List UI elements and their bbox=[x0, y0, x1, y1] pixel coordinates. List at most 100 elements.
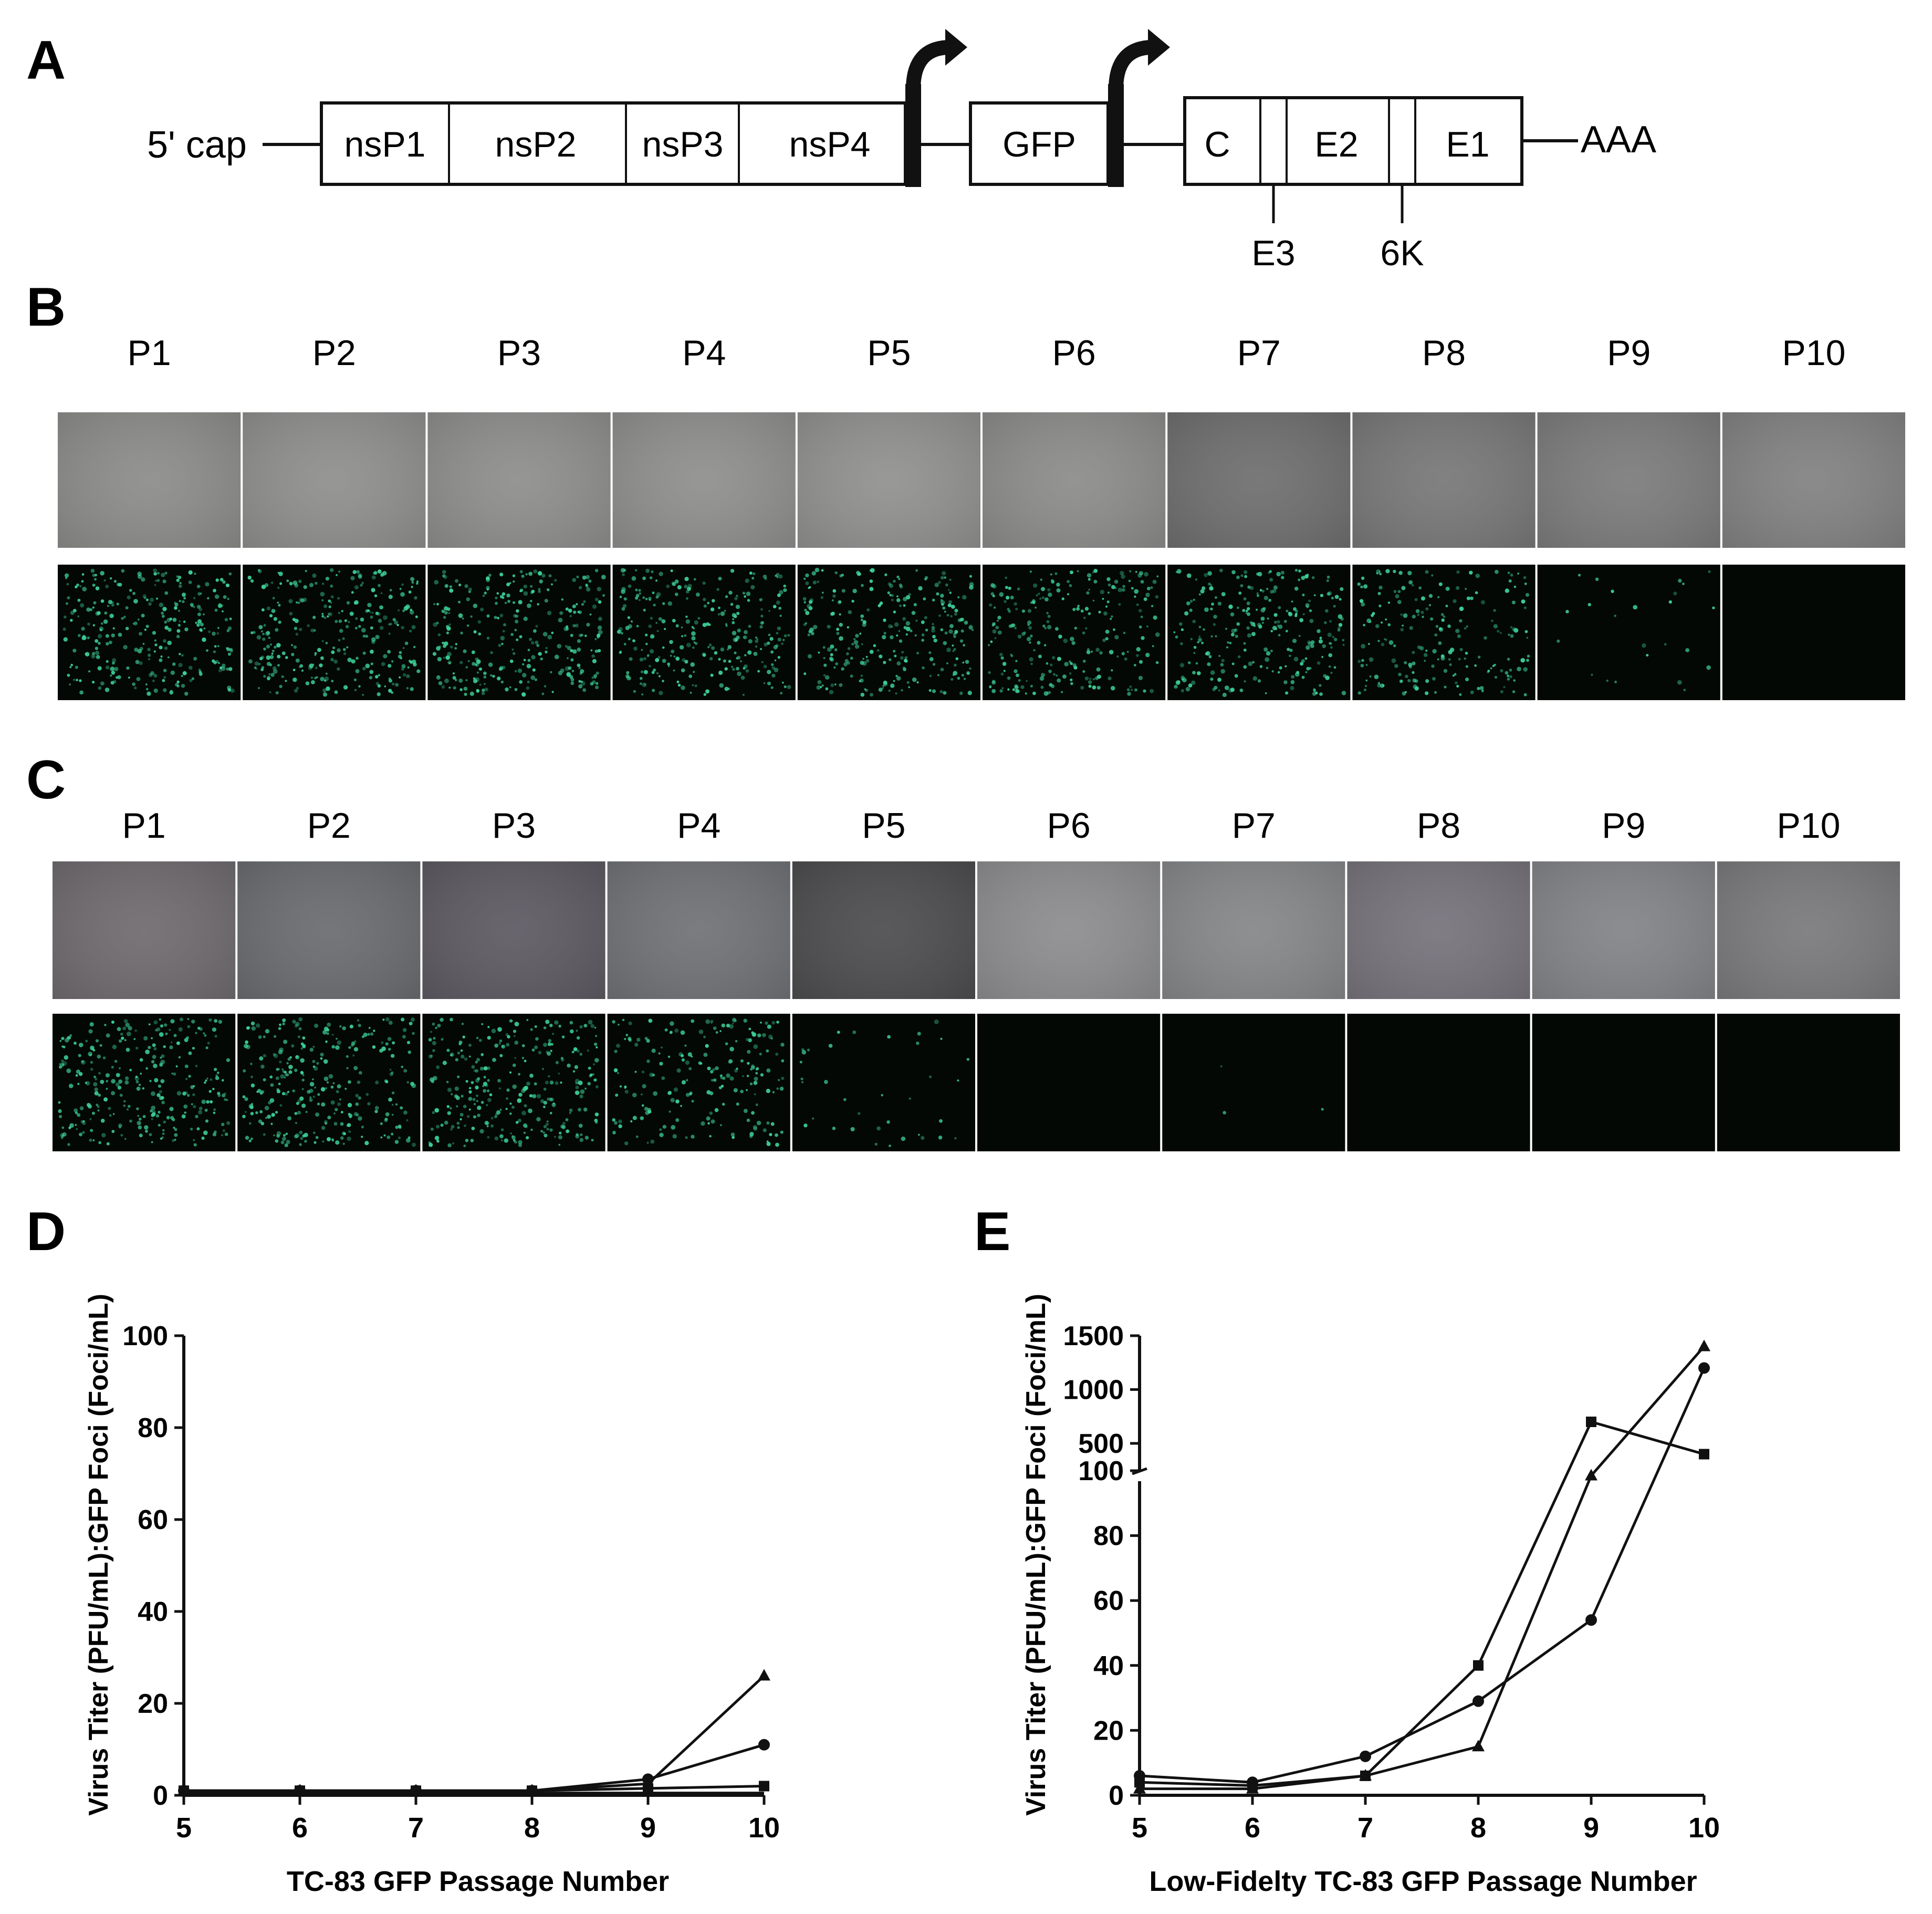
gfp-focus bbox=[729, 1076, 734, 1081]
gfp-focus bbox=[843, 662, 848, 667]
gfp-focus bbox=[455, 643, 457, 646]
gfp-focus bbox=[1435, 625, 1439, 628]
gfp-focus bbox=[883, 618, 886, 622]
gfp-focus bbox=[932, 689, 936, 693]
gfp-focus bbox=[379, 605, 383, 610]
gfp-focus bbox=[537, 571, 542, 576]
gfp-focus bbox=[523, 1123, 528, 1128]
gfp-focus bbox=[626, 676, 631, 681]
gfp-focus bbox=[903, 604, 906, 607]
gfp-focus bbox=[881, 1094, 883, 1097]
gfp-focus bbox=[703, 604, 707, 608]
gfp-focus bbox=[1280, 570, 1284, 575]
gfp-focus bbox=[1328, 653, 1333, 658]
gfp-focus bbox=[132, 622, 135, 625]
gfp-focus bbox=[468, 1087, 472, 1089]
gfp-focus bbox=[540, 1130, 543, 1133]
fluorescence-image bbox=[237, 1014, 421, 1151]
gfp-focus bbox=[192, 1093, 195, 1096]
gfp-focus bbox=[861, 584, 864, 587]
gfp-focus bbox=[275, 1111, 278, 1114]
gfp-focus bbox=[287, 1116, 291, 1121]
gfp-focus bbox=[271, 650, 275, 652]
gfp-focus bbox=[640, 1116, 644, 1120]
gfp-focus bbox=[527, 680, 530, 683]
gfp-focus bbox=[569, 1112, 571, 1114]
gfp-focus bbox=[1398, 570, 1403, 575]
gfp-focus bbox=[184, 1111, 186, 1114]
gfp-focus bbox=[585, 575, 590, 579]
gfp-focus bbox=[598, 600, 602, 604]
gfp-focus bbox=[992, 622, 996, 626]
gfp-focus bbox=[710, 607, 715, 611]
gfp-focus bbox=[218, 1020, 223, 1024]
gfp-focus bbox=[459, 688, 463, 691]
gfp-focus bbox=[639, 592, 641, 595]
gfp-focus bbox=[154, 639, 156, 642]
gfp-focus bbox=[354, 600, 359, 605]
gfp-focus bbox=[1361, 576, 1365, 580]
c-label: C bbox=[1204, 124, 1230, 164]
gfp-focus bbox=[1186, 573, 1192, 578]
gfp-focus bbox=[388, 1021, 393, 1025]
gfp-focus bbox=[1409, 626, 1413, 630]
gfp-focus bbox=[177, 576, 182, 579]
gfp-focus bbox=[1422, 616, 1424, 618]
gfp-focus bbox=[577, 663, 581, 668]
gfp-focus bbox=[618, 1119, 622, 1124]
gfp-focus bbox=[292, 1020, 296, 1024]
gfp-focus bbox=[282, 1022, 285, 1026]
gfp-focus bbox=[1321, 656, 1323, 658]
passage-label: P1 bbox=[122, 806, 166, 846]
gfp-focus bbox=[578, 586, 582, 590]
gfp-focus bbox=[1371, 613, 1374, 617]
gfp-focus bbox=[639, 682, 642, 685]
gfp-focus bbox=[111, 661, 115, 665]
gfp-focus bbox=[633, 647, 638, 651]
gfp-focus bbox=[767, 681, 771, 685]
gfp-focus bbox=[580, 1133, 583, 1137]
gfp-focus bbox=[87, 622, 90, 626]
fluorescence-image bbox=[243, 565, 426, 700]
gfp-focus bbox=[712, 599, 715, 602]
gfp-focus bbox=[288, 1070, 293, 1074]
gfp-focus bbox=[1014, 627, 1017, 630]
gfp-focus bbox=[1203, 628, 1205, 631]
gfp-focus bbox=[85, 652, 87, 655]
gfp-focus bbox=[261, 585, 266, 589]
gfp-focus bbox=[203, 1032, 205, 1035]
gfp-focus bbox=[1633, 605, 1637, 610]
gfp-focus bbox=[800, 1077, 803, 1080]
gfp-focus bbox=[829, 690, 834, 694]
gfp-focus bbox=[309, 582, 314, 587]
gfp-focus bbox=[438, 681, 443, 685]
gfp-focus bbox=[1448, 650, 1453, 654]
gfp-focus bbox=[850, 657, 853, 660]
gfp-focus bbox=[194, 573, 196, 575]
gfp-focus bbox=[729, 1024, 734, 1029]
gfp-focus bbox=[550, 671, 552, 673]
gfp-focus bbox=[1455, 681, 1458, 684]
gfp-focus bbox=[312, 573, 317, 578]
gfp-focus bbox=[824, 1080, 828, 1084]
gfp-focus bbox=[1278, 625, 1283, 629]
gfp-focus bbox=[908, 593, 911, 596]
gfp-focus bbox=[830, 653, 833, 657]
gfp-focus bbox=[172, 618, 177, 622]
gfp-focus bbox=[948, 600, 952, 604]
gfp-focus bbox=[404, 641, 409, 646]
data-point bbox=[1359, 1769, 1372, 1781]
gfp-focus bbox=[300, 1047, 303, 1050]
gfp-focus bbox=[91, 1111, 95, 1115]
gfp-focus bbox=[1440, 613, 1444, 616]
gfp-focus bbox=[373, 571, 378, 575]
gfp-focus bbox=[1245, 611, 1248, 615]
fluorescence-image bbox=[1722, 565, 1905, 700]
gfp-focus bbox=[111, 1091, 116, 1096]
gfp-focus bbox=[1642, 643, 1646, 648]
gfp-focus bbox=[444, 584, 448, 588]
gfp-focus bbox=[453, 686, 456, 690]
gfp-focus bbox=[615, 1094, 619, 1097]
gfp-focus bbox=[107, 605, 109, 607]
gfp-focus bbox=[763, 575, 767, 579]
